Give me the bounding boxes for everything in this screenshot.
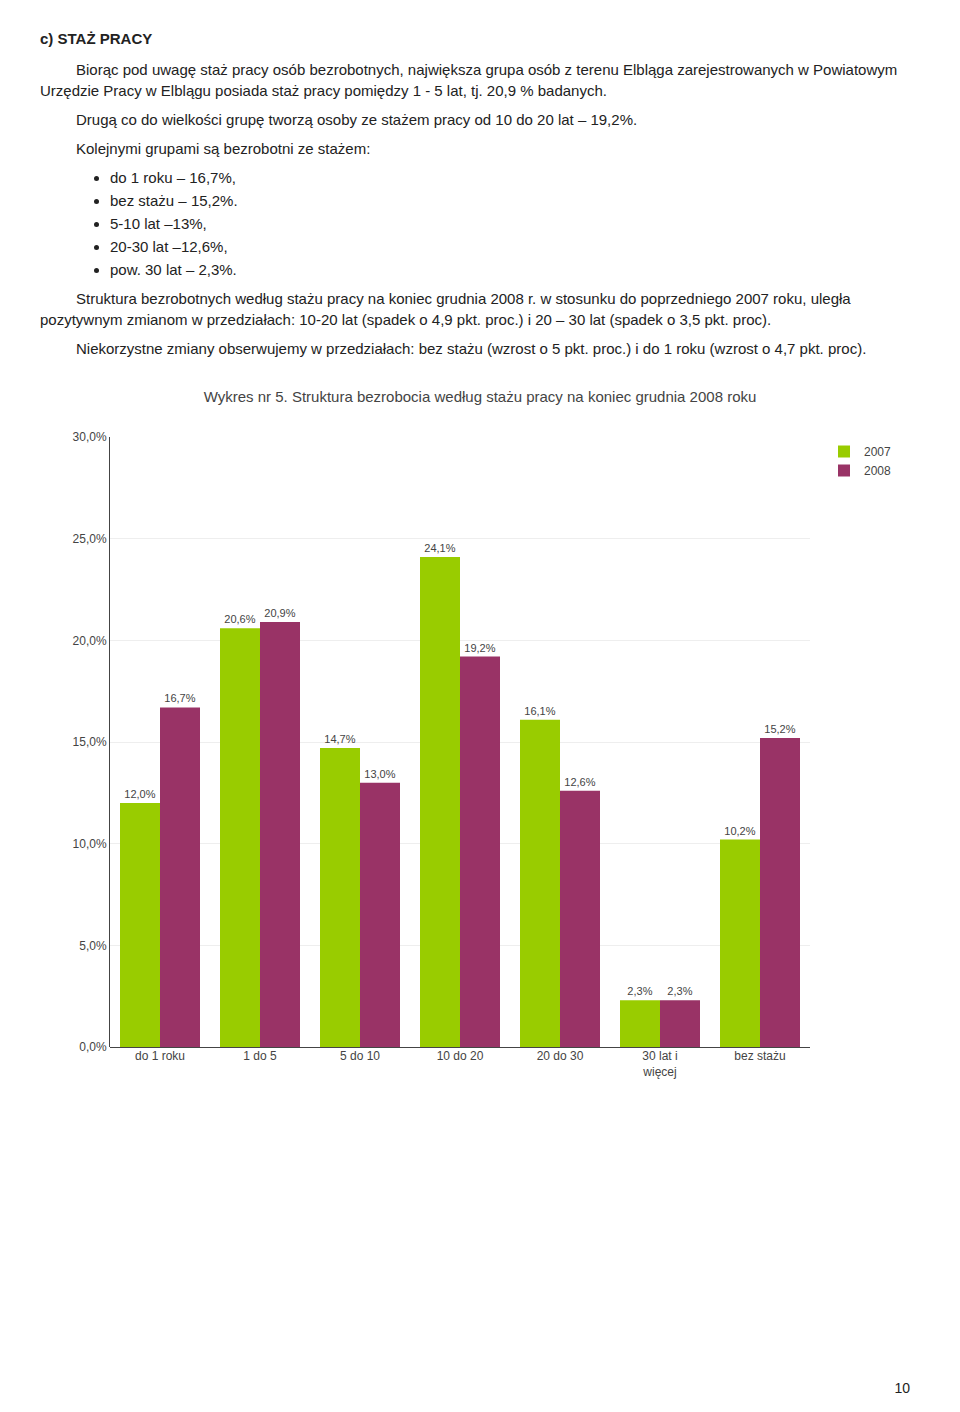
svg-text:0,0%: 0,0% [79, 1040, 107, 1054]
svg-text:2,3%: 2,3% [627, 985, 652, 997]
svg-text:30,0%: 30,0% [73, 430, 107, 444]
svg-text:24,1%: 24,1% [424, 542, 455, 554]
svg-text:14,7%: 14,7% [324, 733, 355, 745]
svg-text:Wykres nr 5. Struktura bezrobo: Wykres nr 5. Struktura bezrobocia według… [204, 388, 757, 405]
svg-text:10,2%: 10,2% [724, 825, 755, 837]
html-text:20-30 lat –12,6%,: 20-30 lat –12,6%, [110, 238, 228, 255]
svg-text:25,0%: 25,0% [73, 532, 107, 546]
svg-text:do 1 roku: do 1 roku [135, 1049, 185, 1063]
svg-text:16,1%: 16,1% [524, 705, 555, 717]
html-text:pow. 30 lat – 2,3%.: pow. 30 lat – 2,3%. [110, 261, 237, 278]
html-text:10: 10 [894, 1380, 910, 1396]
html-text:do 1 roku – 16,7%,: do 1 roku – 16,7%, [110, 169, 236, 186]
svg-text:10 do 20: 10 do 20 [437, 1049, 484, 1063]
svg-text:2007: 2007 [864, 445, 891, 459]
svg-text:20 do 30: 20 do 30 [537, 1049, 584, 1063]
html-text:c) STAŻ PRACY: c) STAŻ PRACY [40, 30, 153, 47]
svg-text:16,7%: 16,7% [164, 692, 195, 704]
html-text:bez stażu – 15,2%.: bez stażu – 15,2%. [110, 192, 238, 209]
svg-text:20,9%: 20,9% [264, 607, 295, 619]
svg-text:15,0%: 15,0% [73, 735, 107, 749]
svg-text:20,0%: 20,0% [73, 634, 107, 648]
svg-text:30 lat iwięcej: 30 lat iwięcej [642, 1049, 677, 1079]
html-text:Kolejnymi grupami są bezrobotn: Kolejnymi grupami są bezrobotni ze staże… [76, 140, 371, 157]
svg-text:12,6%: 12,6% [564, 776, 595, 788]
svg-text:2008: 2008 [864, 464, 891, 478]
html-text:Biorąc pod uwagę staż pracy os: Biorąc pod uwagę staż pracy osób bezrobo… [40, 61, 898, 99]
svg-text:15,2%: 15,2% [764, 723, 795, 735]
svg-text:10,0%: 10,0% [73, 837, 107, 851]
svg-text:13,0%: 13,0% [364, 768, 395, 780]
svg-text:5 do 10: 5 do 10 [340, 1049, 380, 1063]
svg-text:2,3%: 2,3% [667, 985, 692, 997]
html-text:Drugą co do wielkości grupę tw: Drugą co do wielkości grupę tworzą osoby… [76, 111, 638, 128]
svg-text:1 do 5: 1 do 5 [243, 1049, 277, 1063]
svg-text:5,0%: 5,0% [79, 939, 107, 953]
html-text:Niekorzystne zmiany obserwujem: Niekorzystne zmiany obserwujemy w przedz… [76, 340, 867, 357]
html-text:5-10 lat –13%,: 5-10 lat –13%, [110, 215, 207, 232]
html-text:Struktura bezrobotnych według: Struktura bezrobotnych według stażu prac… [40, 290, 851, 328]
svg-text:19,2%: 19,2% [464, 642, 495, 654]
svg-text:20,6%: 20,6% [224, 613, 255, 625]
svg-text:12,0%: 12,0% [124, 788, 155, 800]
svg-text:bez stażu: bez stażu [734, 1049, 785, 1063]
